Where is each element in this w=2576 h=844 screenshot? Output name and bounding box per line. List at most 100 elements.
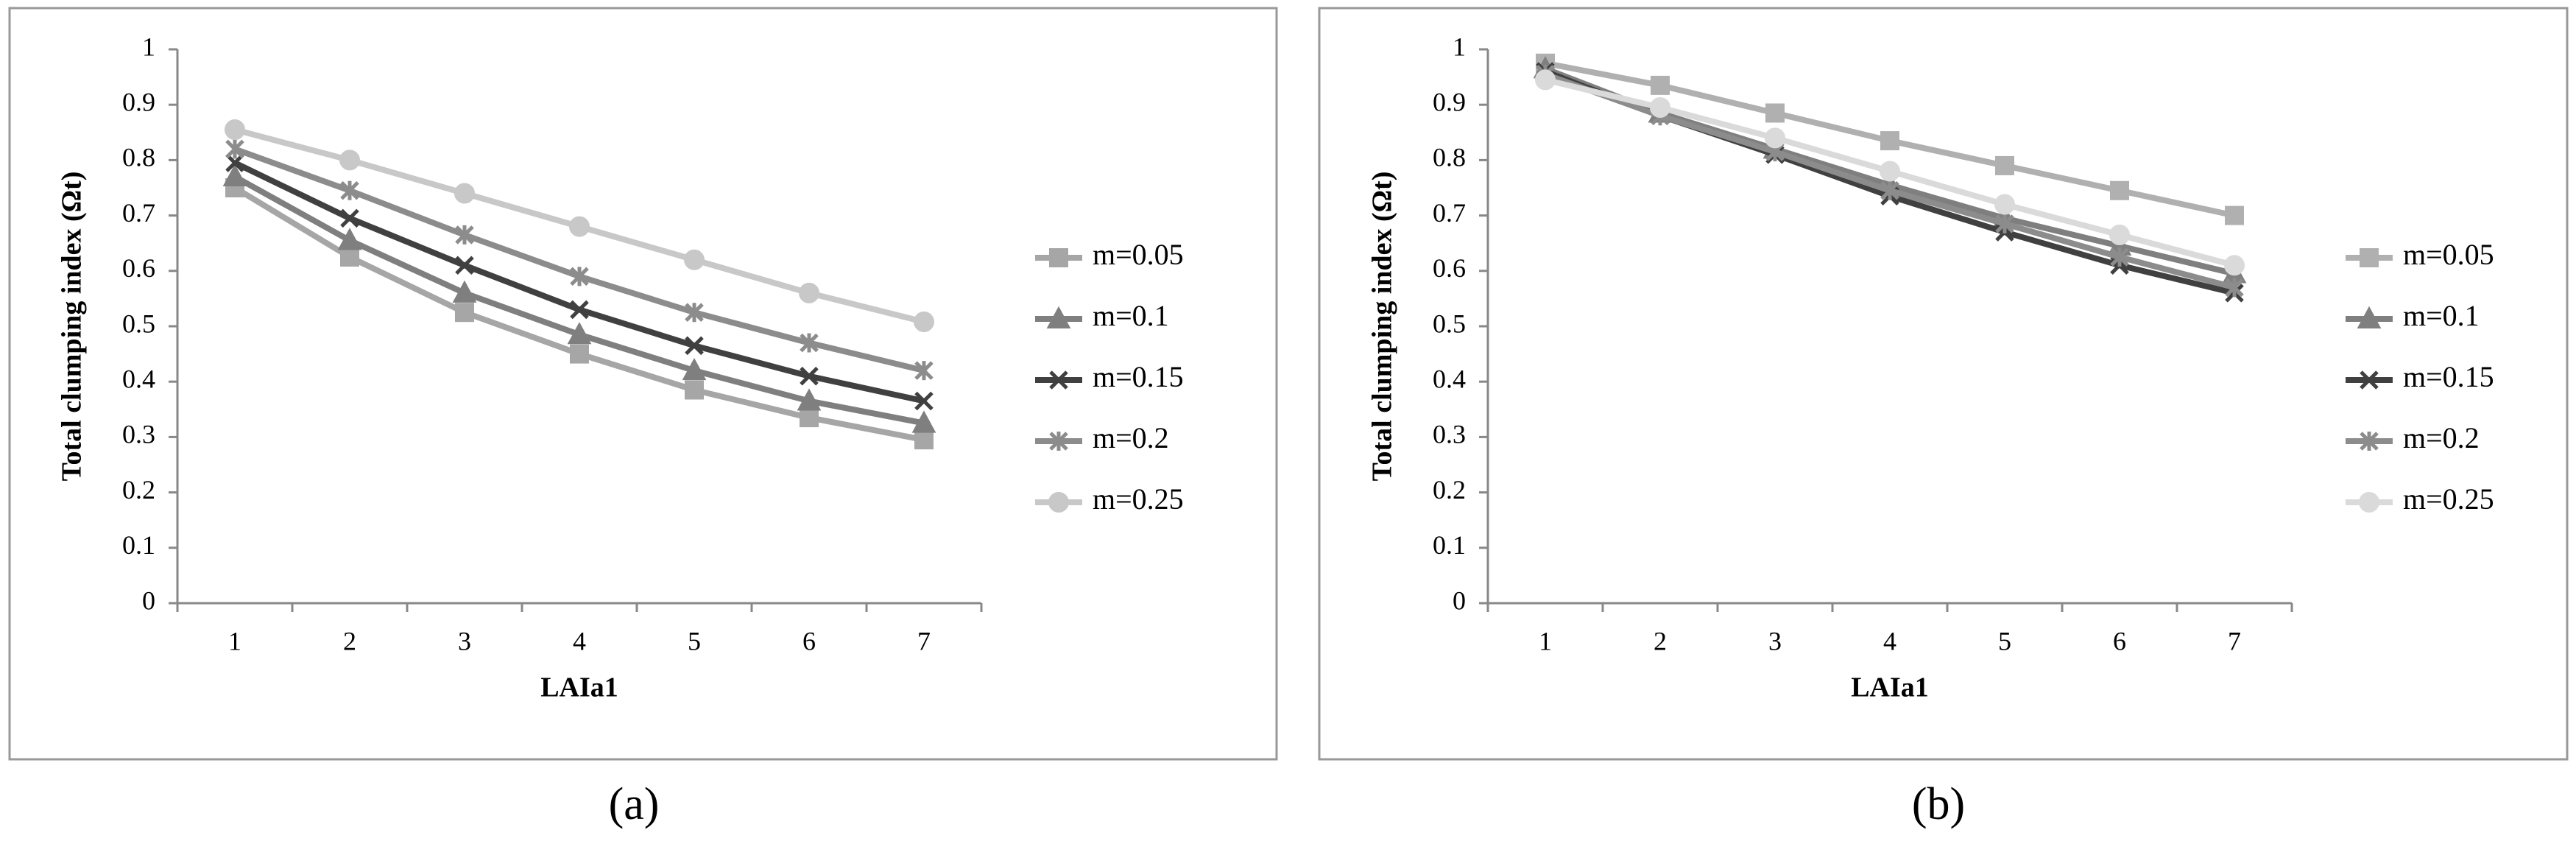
marker — [225, 153, 244, 172]
marker — [452, 280, 477, 303]
y-tick-label: 1 — [1453, 32, 1466, 61]
marker — [2357, 306, 2382, 328]
marker — [1994, 194, 2015, 215]
x-tick-label: 6 — [2113, 626, 2126, 655]
x-tick-label: 2 — [343, 626, 356, 655]
marker — [454, 183, 475, 204]
y-tick-label: 0.2 — [1433, 475, 1466, 504]
marker — [225, 119, 245, 141]
marker — [2109, 224, 2130, 245]
panel-frame — [8, 7, 1278, 761]
y-tick-label: 0.3 — [122, 420, 155, 449]
marker — [2110, 180, 2129, 200]
marker — [569, 216, 590, 237]
y-tick-label: 0.6 — [122, 253, 155, 283]
marker — [2360, 432, 2379, 451]
y-tick-label: 0 — [1453, 585, 1466, 615]
y-tick-label: 0.7 — [122, 198, 155, 228]
y-tick-label: 0.1 — [1433, 530, 1466, 560]
legend-label: m=0.2 — [2403, 421, 2480, 454]
legend-label: m=0.15 — [1093, 360, 1184, 393]
marker — [455, 303, 474, 323]
marker — [570, 300, 589, 320]
legend-label: m=0.2 — [1093, 421, 1169, 454]
legend-label: m=0.05 — [1093, 238, 1184, 271]
y-axis-label: Total clumping index (Ωt) — [57, 172, 88, 482]
y-tick-label: 0.2 — [122, 475, 155, 504]
marker — [1880, 161, 1900, 182]
x-tick-label: 7 — [917, 626, 931, 655]
marker — [1049, 370, 1068, 390]
x-tick-label: 7 — [2228, 626, 2241, 655]
marker — [682, 357, 707, 381]
marker — [455, 256, 474, 275]
y-tick-label: 0.1 — [122, 530, 155, 560]
marker — [685, 303, 704, 323]
y-tick-label: 0.4 — [1433, 364, 1466, 393]
marker — [225, 139, 244, 159]
y-tick-label: 0.5 — [1433, 309, 1466, 338]
legend-label: m=0.1 — [2403, 299, 2480, 332]
marker — [2359, 492, 2379, 513]
marker — [685, 336, 704, 356]
marker — [684, 249, 705, 270]
x-tick-label: 5 — [688, 626, 701, 655]
marker — [914, 361, 934, 381]
marker — [1765, 103, 1785, 123]
y-axis-label: Total clumping index (Ωt) — [1367, 172, 1398, 482]
marker — [1995, 214, 2014, 233]
marker — [337, 228, 362, 250]
marker — [570, 344, 589, 364]
legend-label: m=0.25 — [2403, 482, 2494, 516]
x-tick-label: 4 — [1883, 626, 1896, 655]
y-tick-label: 0 — [142, 585, 155, 615]
marker — [1880, 131, 1899, 151]
y-tick-label: 0.4 — [122, 364, 155, 393]
panel-caption: (b) — [1912, 779, 1965, 829]
x-tick-label: 3 — [458, 626, 471, 655]
marker — [2360, 248, 2379, 267]
marker — [1765, 127, 1785, 149]
y-tick-label: 1 — [142, 32, 155, 61]
marker — [340, 208, 359, 228]
marker — [2360, 370, 2379, 390]
y-tick-label: 0.5 — [122, 309, 155, 338]
marker — [1046, 306, 1071, 328]
panel-caption: (a) — [609, 779, 660, 829]
marker — [914, 430, 934, 450]
marker — [1049, 432, 1068, 451]
legend-label: m=0.15 — [2403, 360, 2494, 393]
marker — [455, 225, 474, 245]
y-tick-label: 0.7 — [1433, 198, 1466, 228]
marker — [340, 180, 359, 200]
marker — [1535, 69, 1556, 91]
marker — [914, 391, 934, 411]
marker — [339, 150, 360, 171]
y-tick-label: 0.9 — [1433, 87, 1466, 116]
marker — [800, 408, 819, 428]
marker — [2110, 247, 2129, 267]
x-tick-label: 2 — [1654, 626, 1667, 655]
marker — [1049, 248, 1068, 267]
marker — [911, 410, 936, 433]
marker — [797, 388, 822, 411]
marker — [1651, 75, 1670, 95]
marker — [1880, 180, 1899, 200]
y-tick-label: 0.8 — [122, 143, 155, 172]
marker — [2224, 255, 2245, 276]
x-tick-label: 1 — [228, 626, 241, 655]
marker — [1995, 155, 2014, 175]
legend-label: m=0.25 — [1093, 482, 1184, 516]
x-tick-label: 6 — [802, 626, 816, 655]
marker — [222, 163, 247, 186]
panel-frame — [1318, 7, 2569, 761]
legend-label: m=0.05 — [2403, 238, 2494, 271]
x-axis-label: LAIa1 — [1851, 672, 1929, 703]
x-tick-label: 4 — [573, 626, 586, 655]
y-tick-label: 0.3 — [1433, 420, 1466, 449]
y-tick-label: 0.9 — [122, 87, 155, 116]
marker — [1650, 96, 1670, 118]
x-axis-label: LAIa1 — [540, 672, 618, 703]
marker — [800, 333, 819, 353]
